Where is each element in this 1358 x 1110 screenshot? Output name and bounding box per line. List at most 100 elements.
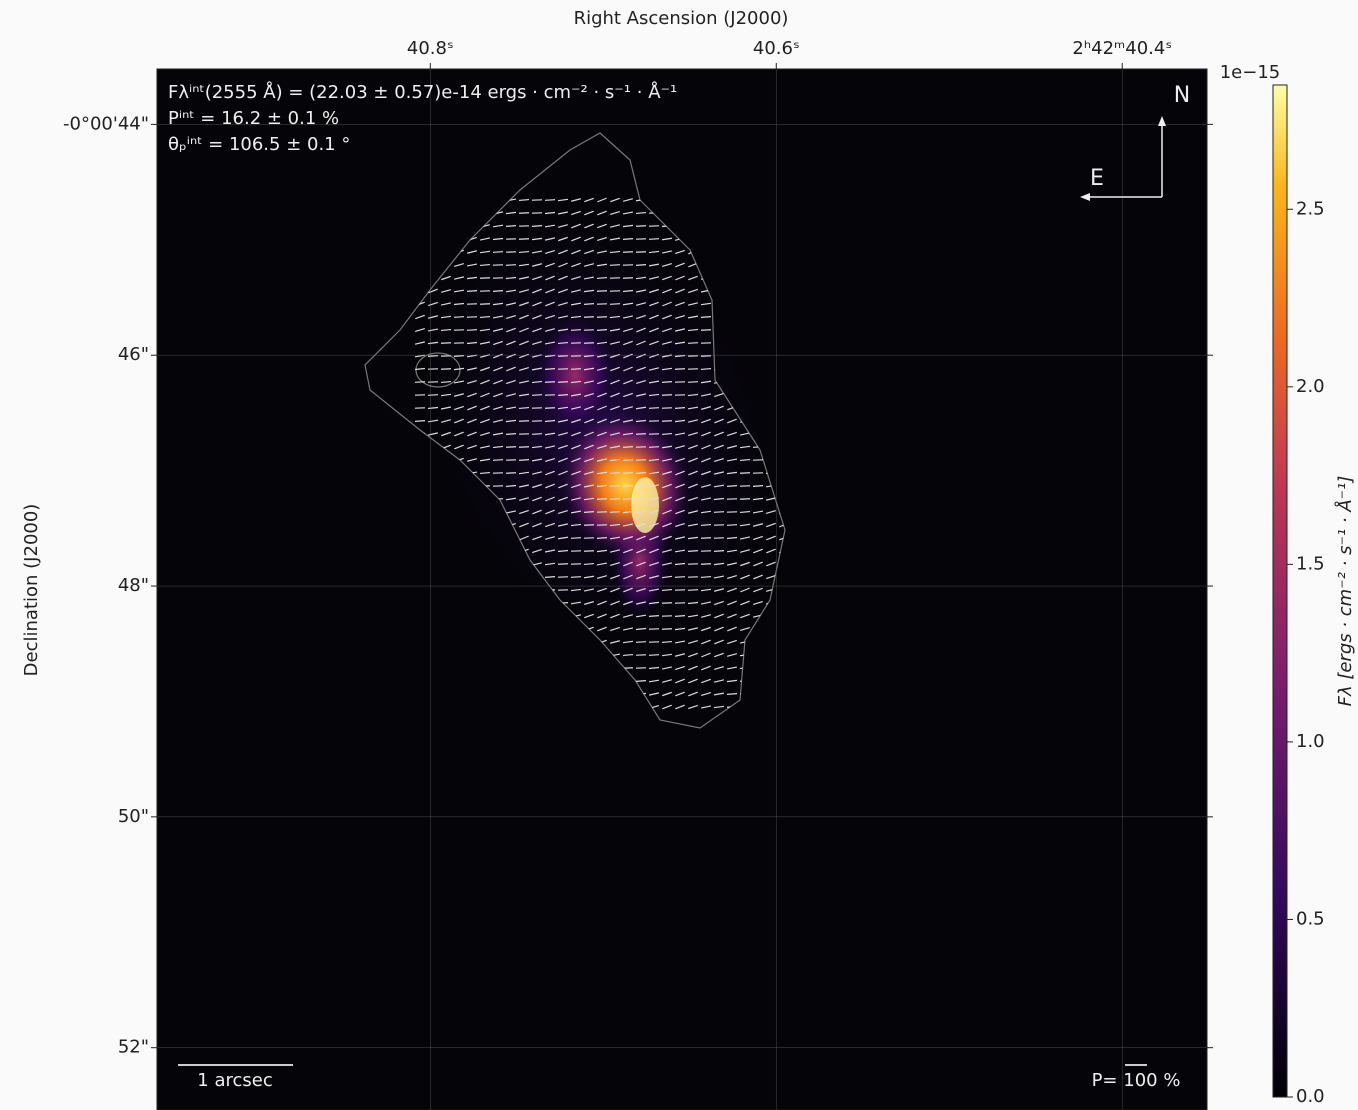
vector xyxy=(649,447,659,448)
vector xyxy=(623,278,633,279)
colorbar-tick-label: 2.5 xyxy=(1296,198,1325,219)
vector xyxy=(623,486,633,487)
vector xyxy=(519,421,529,422)
north-label: N xyxy=(1174,83,1190,108)
vector xyxy=(727,486,737,487)
colorbar-tick-label: 0.5 xyxy=(1296,908,1325,929)
vector xyxy=(428,356,438,357)
vector xyxy=(519,460,529,461)
vector xyxy=(610,304,620,305)
annotation: θₚⁱⁿᵗ = 106.5 ± 0.1 ° xyxy=(168,134,350,155)
vector xyxy=(623,447,633,448)
vector xyxy=(636,642,646,643)
vector xyxy=(623,655,633,656)
vector xyxy=(428,395,438,396)
vector xyxy=(558,395,568,396)
y-tick-label: 52" xyxy=(118,1037,149,1058)
vector xyxy=(558,356,568,357)
vector xyxy=(649,655,659,656)
vector xyxy=(688,343,698,344)
colorbar-tick-label: 2.0 xyxy=(1296,376,1325,397)
vector xyxy=(662,590,672,591)
vector xyxy=(662,642,672,643)
vector xyxy=(727,525,737,526)
y-tick-label: 48" xyxy=(118,575,149,596)
y-tick-label: -0°00'44" xyxy=(63,113,149,134)
vector xyxy=(688,551,698,552)
vector xyxy=(506,473,516,474)
vector xyxy=(636,473,646,474)
vector xyxy=(597,291,607,292)
vector xyxy=(584,512,594,513)
vector xyxy=(454,317,464,318)
annotation: Fλⁱⁿᵗ(2555 Å) = (22.03 ± 0.57)e-14 ergs … xyxy=(168,81,677,103)
y-axis-label: Declination (J2000) xyxy=(21,504,42,677)
vector xyxy=(688,590,698,591)
x-axis-label: Right Ascension (J2000) xyxy=(574,8,789,29)
vector xyxy=(493,252,503,253)
vector-scale-label: P= 100 % xyxy=(1092,1070,1181,1091)
vector xyxy=(714,551,724,552)
vector xyxy=(454,356,464,357)
y-tick-label: 50" xyxy=(118,806,149,827)
scale-bar-label: 1 arcsec xyxy=(197,1070,272,1091)
vector xyxy=(571,330,581,331)
vector xyxy=(545,200,555,201)
vector xyxy=(701,356,711,357)
vector xyxy=(558,564,568,565)
colorbar xyxy=(1273,85,1287,1097)
vector xyxy=(610,265,620,266)
vector xyxy=(636,265,646,266)
y-tick-label: 46" xyxy=(118,344,149,365)
vector xyxy=(675,408,685,409)
colorbar-tick-label: 1.5 xyxy=(1296,553,1325,574)
vector xyxy=(688,382,698,383)
vector xyxy=(519,252,529,253)
vector xyxy=(532,226,542,227)
vector xyxy=(649,408,659,409)
vector xyxy=(649,239,659,240)
vector xyxy=(675,369,685,370)
vector xyxy=(610,473,620,474)
vector xyxy=(467,291,477,292)
vector xyxy=(701,577,711,578)
x-tick-label: 40.6ˢ xyxy=(753,38,800,59)
vector xyxy=(727,694,737,695)
vector xyxy=(662,382,672,383)
vector xyxy=(545,577,555,578)
vector xyxy=(532,434,542,435)
colorbar-tick-label: 0.0 xyxy=(1296,1086,1325,1107)
east-label: E xyxy=(1090,166,1104,191)
colorbar-offset: 1e−15 xyxy=(1220,62,1281,83)
vector xyxy=(610,512,620,513)
vector xyxy=(415,421,425,422)
vector xyxy=(506,434,516,435)
vector xyxy=(753,486,763,487)
vector xyxy=(506,265,516,266)
vector xyxy=(597,538,607,539)
colorbar-label: Fλ [ergs · cm⁻² · s⁻¹ · Å⁻¹] xyxy=(1334,476,1356,707)
vector xyxy=(506,226,516,227)
vector xyxy=(675,577,685,578)
vector xyxy=(415,382,425,383)
x-tick-label: 40.8ˢ xyxy=(407,38,454,59)
vector xyxy=(441,382,451,383)
vector xyxy=(597,499,607,500)
vector xyxy=(636,226,646,227)
vector xyxy=(571,577,581,578)
vector xyxy=(701,525,711,526)
vector xyxy=(714,512,724,513)
vector xyxy=(480,317,490,318)
vector xyxy=(740,460,750,461)
vector xyxy=(623,239,633,240)
vector xyxy=(493,291,503,292)
vector xyxy=(545,369,555,370)
vector xyxy=(584,551,594,552)
vector xyxy=(636,681,646,682)
x-tick-label: 2ʰ42ᵐ40.4ˢ xyxy=(1072,38,1172,59)
vector xyxy=(701,317,711,318)
vector xyxy=(597,330,607,331)
vector xyxy=(571,369,581,370)
vector xyxy=(740,512,750,513)
vector xyxy=(571,538,581,539)
